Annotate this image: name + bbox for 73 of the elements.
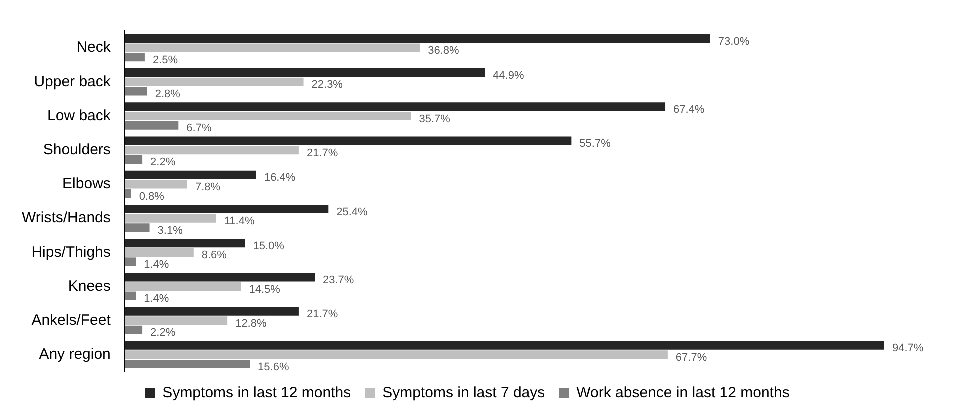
bar <box>124 204 329 214</box>
data-label: 67.7% <box>676 352 708 364</box>
data-label: 21.7% <box>306 308 338 321</box>
y-tick-label: Low back <box>48 107 112 124</box>
data-label: 7.8% <box>195 181 221 194</box>
data-label: 11.4% <box>224 216 255 228</box>
y-tick-label: Neck <box>76 39 112 56</box>
bar <box>124 341 884 350</box>
data-label: 8.6% <box>202 250 228 262</box>
legend-label: Symptoms in last 7 days <box>382 384 546 402</box>
y-tick-label: Shoulders <box>43 141 111 158</box>
bar <box>124 282 242 292</box>
data-label: 15.6% <box>258 361 290 374</box>
bar <box>124 248 194 257</box>
data-label: 44.9% <box>493 70 524 82</box>
data-label: 35.7% <box>419 113 451 126</box>
legend-label: Symptoms in last 12 months <box>162 384 352 402</box>
bar <box>124 112 412 121</box>
data-label: 2.2% <box>150 327 176 340</box>
bar <box>124 78 304 86</box>
data-label: 94.7% <box>892 342 924 355</box>
bar <box>124 273 316 282</box>
data-label: 67.4% <box>674 104 705 116</box>
bar <box>124 146 299 155</box>
bar <box>124 136 572 146</box>
bar <box>124 224 150 232</box>
bar <box>124 326 143 334</box>
data-label: 21.7% <box>306 147 338 160</box>
data-label: 2.5% <box>152 54 178 66</box>
bar <box>124 292 136 300</box>
y-tick-label: Upper back <box>34 73 112 90</box>
bar <box>124 68 486 78</box>
y-tick-label: Knees <box>68 278 111 295</box>
y-tick-label: Any region <box>39 346 111 364</box>
data-label: 15.0% <box>253 240 285 252</box>
y-tick-label: Ankels/Feet <box>32 312 112 329</box>
bar <box>124 121 179 130</box>
y-tick-label: Wrists/Hands <box>22 210 111 227</box>
bar <box>124 350 668 360</box>
data-label: 23.7% <box>323 274 354 286</box>
bar <box>124 180 188 189</box>
data-label: 36.8% <box>428 45 460 58</box>
data-label: 2.2% <box>150 156 176 169</box>
bar <box>124 258 136 266</box>
y-tick-label: Hips/Thighs <box>32 244 111 261</box>
legend-label: Work absence in last 12 months <box>576 384 790 402</box>
bar <box>124 307 299 316</box>
bar <box>124 44 420 52</box>
bar <box>124 239 246 248</box>
data-label: 6.7% <box>186 122 212 135</box>
bar <box>124 34 710 44</box>
y-tick-label: Elbows <box>62 176 111 193</box>
data-label: 0.8% <box>139 190 165 203</box>
bar <box>124 53 145 62</box>
data-label: 73.0% <box>718 36 750 48</box>
bar <box>124 189 132 198</box>
data-label: 55.7% <box>580 138 612 150</box>
data-label: 3.1% <box>158 224 184 237</box>
data-label: 22.3% <box>312 79 344 92</box>
bar <box>124 170 256 180</box>
data-label: 14.5% <box>249 284 281 296</box>
bar <box>124 214 216 223</box>
bar <box>124 155 143 164</box>
data-label: 12.8% <box>236 318 267 330</box>
data-label: 1.4% <box>144 259 170 271</box>
bar <box>124 87 148 96</box>
bar <box>124 316 228 326</box>
data-label: 2.8% <box>155 88 181 100</box>
bar <box>124 360 250 369</box>
data-label: 16.4% <box>264 172 296 184</box>
data-label: 1.4% <box>144 293 170 306</box>
bar <box>124 102 666 112</box>
data-label: 25.4% <box>336 206 368 218</box>
